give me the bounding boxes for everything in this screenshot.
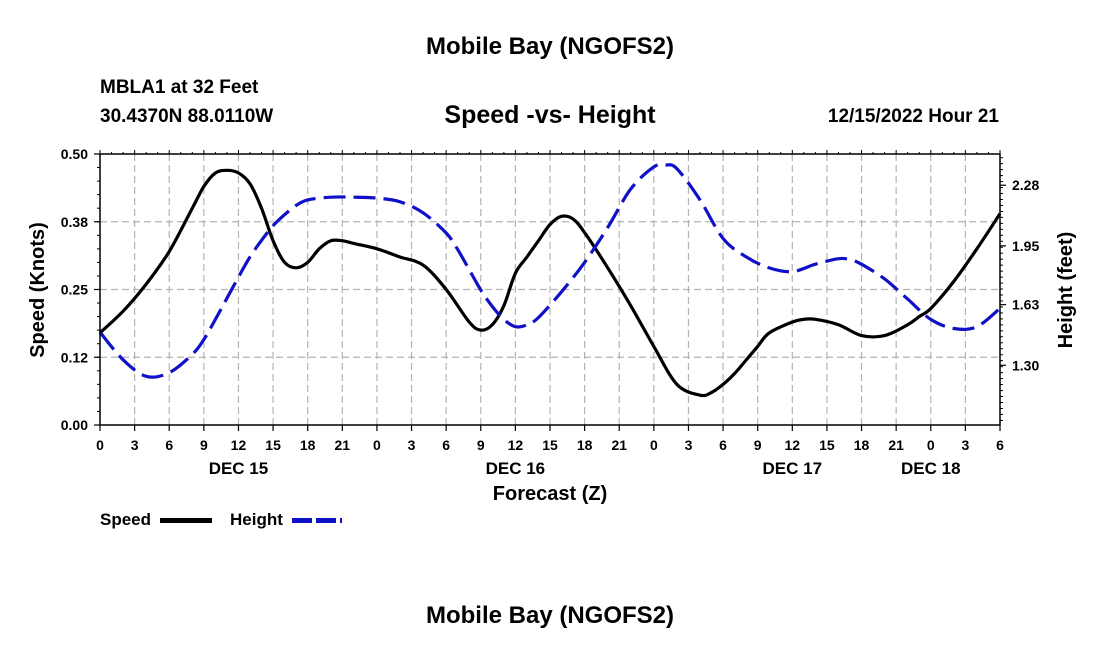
speed-height-chart: 0 3 6 9 12 15 18 21 0 3 6 9 12 15 18 21 0 3 6 9 12 15 18 21 0 3 6 D… [27,146,1077,505]
x-tick-label: 21 [611,437,627,453]
x-tick-label: 21 [888,437,904,453]
x-tick-label: 0 [650,437,658,453]
x-tick-label: 6 [719,437,727,453]
x-tick-label: 0 [373,437,381,453]
grid [100,154,1000,425]
axes: 0 3 6 9 12 15 18 21 0 3 6 9 12 15 18 21 0 3 6 9 12 15 18 21 0 3 6 D… [61,146,1040,478]
top-title: Mobile Bay (NGOFS2) [425,33,675,60]
x-tick-label: 3 [408,437,416,453]
x-tick-label: 6 [442,437,450,453]
x-tick-label: 15 [542,437,558,453]
x-tick-label: 0 [927,437,935,453]
y-tick-label: 0.38 [61,214,88,230]
x-tick-label: 9 [477,437,485,453]
series-layer [98,162,1002,398]
x-tick-label: 12 [231,437,247,453]
day-label: DEC 16 [486,459,546,478]
station-label: MBLA1 at 32 Feet [100,77,259,98]
series-line-height [98,162,1002,379]
x-tick-label: 12 [785,437,801,453]
datetime-label: 12/15/2022 Hour 21 [827,106,999,127]
x-tick-label: 15 [819,437,835,453]
x-tick-label: 0 [96,437,104,453]
day-label: DEC 17 [763,459,823,478]
x-tick-label: 9 [200,437,208,453]
legend-swatch-speed [160,518,212,523]
y-axis-label: Speed (Knots) [27,222,49,358]
x-tick-label: 18 [854,437,870,453]
y-tick-label: 0.25 [61,282,88,298]
x-tick-label: 9 [754,437,762,453]
x-tick-label: 18 [577,437,593,453]
x-tick-label: 12 [508,437,524,453]
day-label: DEC 15 [209,459,269,478]
x-tick-label: 18 [300,437,316,453]
y2-tick-label: 2.28 [1012,177,1039,193]
x-tick-label: 21 [335,437,351,453]
x-tick-label: 6 [996,437,1004,453]
x-tick-label: 6 [165,437,173,453]
x-tick-label: 3 [131,437,139,453]
series-line-speed [98,168,1002,398]
legend-label-height: Height [230,510,283,529]
y-tick-label: 0.12 [61,349,88,365]
x-tick-label: 15 [265,437,281,453]
x-tick-label: 3 [685,437,693,453]
chart-title: Speed -vs- Height [444,101,656,129]
y-tick-label: 0.50 [61,146,88,162]
coordinates-label: 30.4370N 88.0110W [100,106,274,127]
y2-tick-label: 1.95 [1012,238,1039,254]
legend-label-speed: Speed [100,510,152,529]
legend-swatch-height [292,518,342,523]
y2-axis-label: Height (feet) [1055,232,1077,349]
x-tick-label: 3 [961,437,969,453]
y2-tick-label: 1.63 [1012,297,1039,313]
x-axis-label: Forecast (Z) [493,483,607,505]
day-label: DEC 18 [901,459,961,478]
y-tick-label: 0.00 [61,417,88,433]
bottom-title: Mobile Bay (NGOFS2) [425,602,675,629]
y2-tick-label: 1.30 [1012,357,1039,373]
